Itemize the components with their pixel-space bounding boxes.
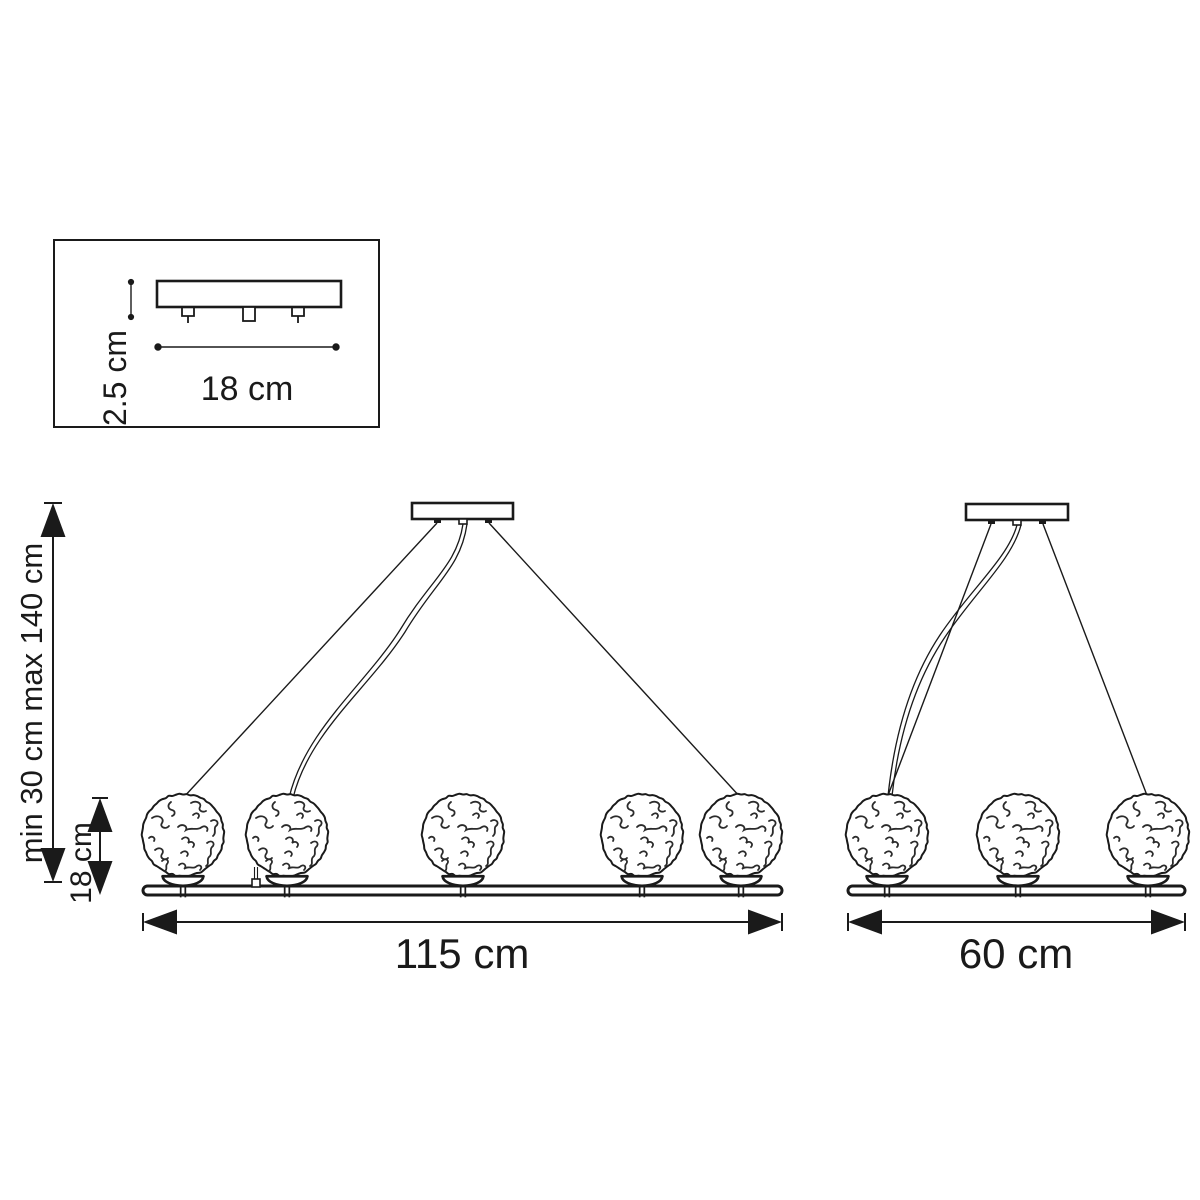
svg-text:min 30 cm max 140 cm: min 30 cm max 140 cm (14, 543, 49, 863)
svg-text:2.5 cm: 2.5 cm (97, 330, 133, 426)
svg-text:60 cm: 60 cm (959, 930, 1073, 977)
svg-text:18 cm: 18 cm (65, 822, 98, 904)
svg-text:18 cm: 18 cm (201, 370, 294, 408)
svg-text:115 cm: 115 cm (395, 930, 530, 977)
